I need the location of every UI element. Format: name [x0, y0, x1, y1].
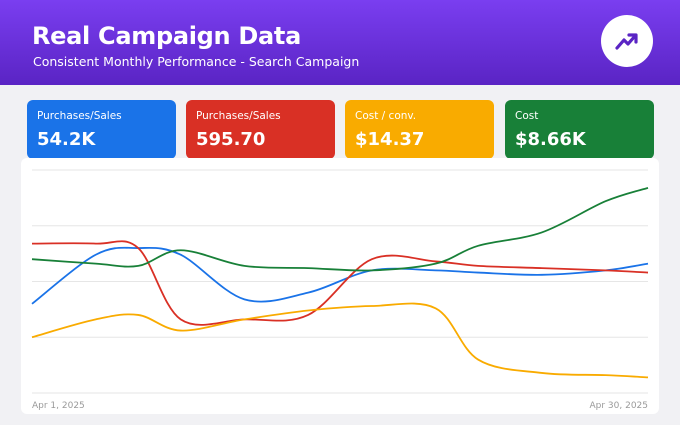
series-line-3	[31, 302, 649, 379]
kpi-label: Purchases/Sales	[196, 110, 281, 122]
line-chart: Apr 1, 2025 Apr 30, 2025	[31, 169, 649, 411]
kpi-label: Cost / conv.	[355, 110, 417, 122]
kpi-value: $8.66K	[515, 129, 586, 150]
kpi-card-purchases: Purchases/Sales 54.2K	[27, 100, 176, 159]
series-lines	[31, 186, 649, 379]
header-banner: Real Campaign Data Consistent Monthly Pe…	[0, 0, 680, 85]
kpi-card-cost: Cost $8.66K	[505, 100, 654, 159]
trending-up-icon	[601, 15, 653, 67]
kpi-label: Cost	[515, 110, 539, 122]
page-subtitle: Consistent Monthly Performance - Search …	[33, 54, 360, 69]
kpi-value: 54.2K	[37, 129, 96, 150]
kpi-card-sales: Purchases/Sales 595.70	[186, 100, 335, 159]
line-chart-card: Apr 1, 2025 Apr 30, 2025	[21, 158, 659, 414]
kpi-value: 595.70	[196, 129, 266, 150]
page-title: Real Campaign Data	[32, 22, 301, 50]
kpi-value: $14.37	[355, 129, 425, 150]
kpi-card-cost-per-conv: Cost / conv. $14.37	[345, 100, 494, 159]
series-line-4	[31, 186, 649, 272]
kpi-label: Purchases/Sales	[37, 110, 122, 122]
series-line-1	[31, 246, 649, 305]
x-tick-label-end: Apr 30, 2025	[589, 401, 648, 411]
x-tick-label-start: Apr 1, 2025	[32, 401, 85, 411]
series-line-2	[31, 240, 649, 326]
